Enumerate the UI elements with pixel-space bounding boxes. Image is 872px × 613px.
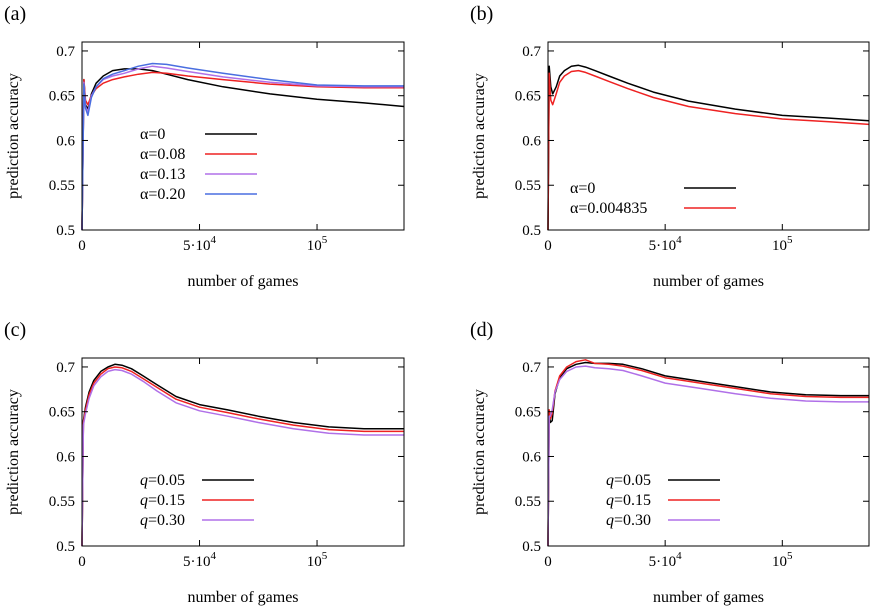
x-tick-label-d-2: 105 [772,550,793,570]
series-line-a-0 [81,68,405,231]
x-axis-title-c: number of games [187,589,298,606]
y-tick-label-d-0: 0.5 [522,539,541,555]
x-tick-label-a-2: 105 [307,234,328,254]
legend-label-a-2: α=0.13 [140,166,185,183]
series-line-b-1 [547,69,870,231]
x-axis-title-b: number of games [653,273,764,290]
x-axis-title-d: number of games [653,589,764,606]
y-tick-label-b-1: 0.55 [515,178,541,194]
y-tick-label-c-4: 0.7 [56,360,75,376]
series-line-a-1 [81,71,404,231]
y-axis-title-a: prediction accuracy [5,73,22,199]
y-tick-label-c-2: 0.6 [56,449,75,465]
panel-b: (b) 0.5 0.55 0.6 0.65 0.7 0 5·104 105 number of … [470,3,870,290]
y-tick-label-b-2: 0.6 [522,133,541,149]
legend-label-b-1: α=0.004835 [570,200,647,217]
legend-label-c-1: q=0.15 [140,492,185,509]
y-axis-title-d: prediction accuracy [471,389,488,515]
plot-frame-c [81,357,405,547]
y-tick-label-a-0: 0.5 [56,223,75,239]
x-tick-label-b-2: 105 [772,234,793,254]
legend-label-d-0: q=0.05 [606,472,651,489]
legend-label-a-3: α=0.20 [140,186,185,203]
plot-frame-a [81,41,405,231]
y-tick-label-a-3: 0.65 [49,89,75,105]
x-tick-label-b-1: 5·104 [649,234,683,254]
x-tick-label-b-0: 0 [544,238,552,254]
y-tick-label-d-2: 0.6 [522,449,541,465]
x-tick-label-d-0: 0 [544,554,552,570]
x-tick-label-c-2: 105 [307,550,328,570]
x-tick-label-c-1: 5·104 [183,550,217,570]
panel-label-b: (b) [470,3,493,25]
panel-a: (a) 0.5 0.55 0.6 0.65 0.7 0 5·104 105 number of … [4,3,405,290]
series-line-a-3 [81,62,404,231]
x-tick-label-d-1: 5·104 [649,550,683,570]
plot-area-a: 0.5 0.55 0.6 0.65 0.7 0 5·104 105 number of game… [5,41,405,290]
panel-label-c: (c) [4,319,26,341]
y-tick-label-a-2: 0.6 [56,133,75,149]
series-line-b-0 [547,64,870,231]
y-tick-label-c-0: 0.5 [56,539,75,555]
legend-label-c-0: q=0.05 [140,472,185,489]
plot-area-d: 0.5 0.55 0.6 0.65 0.7 0 5·104 105 number of game… [471,357,870,606]
panel-c: (c) 0.5 0.55 0.6 0.65 0.7 0 5·104 105 number of … [4,319,405,606]
y-tick-label-d-3: 0.65 [515,405,541,421]
x-tick-label-c-0: 0 [78,554,86,570]
plot-area-b: 0.5 0.55 0.6 0.65 0.7 0 5·104 105 number of game… [471,41,870,290]
y-tick-label-b-4: 0.7 [522,44,541,60]
legend-label-b-0: α=0 [570,180,595,197]
legend-label-a-0: α=0 [140,126,165,143]
y-tick-label-b-0: 0.5 [522,223,541,239]
panel-label-d: (d) [470,319,493,341]
y-tick-label-b-3: 0.65 [515,89,541,105]
x-axis-title-a: number of games [187,273,298,290]
y-tick-label-c-1: 0.55 [49,494,75,510]
y-tick-label-a-4: 0.7 [56,44,75,60]
series-line-c-0 [81,363,404,547]
legend-label-d-2: q=0.30 [606,512,651,529]
y-axis-title-c: prediction accuracy [5,389,22,515]
legend-label-a-1: α=0.08 [140,146,185,163]
panel-label-a: (a) [4,3,26,25]
y-tick-label-c-3: 0.65 [49,405,75,421]
legend-label-c-2: q=0.30 [140,512,185,529]
y-tick-label-d-4: 0.7 [522,360,541,376]
x-tick-label-a-1: 5·104 [183,234,217,254]
plot-area-c: 0.5 0.55 0.6 0.65 0.7 0 5·104 105 number of game… [5,357,405,606]
y-axis-title-b: prediction accuracy [471,73,488,199]
series-line-d-1 [547,359,869,547]
y-tick-label-d-1: 0.55 [515,494,541,510]
series-line-c-2 [81,368,404,547]
y-tick-label-a-1: 0.55 [49,178,75,194]
series-line-d-2 [547,365,869,547]
plot-frame-d [547,357,870,547]
legend-label-d-1: q=0.15 [606,492,651,509]
x-tick-label-a-0: 0 [78,238,86,254]
plot-frame-b [547,41,870,231]
panel-d: (d) 0.5 0.55 0.6 0.65 0.7 0 5·104 105 number of … [470,319,870,606]
series-line-c-1 [81,366,404,547]
series-line-a-2 [81,65,404,231]
